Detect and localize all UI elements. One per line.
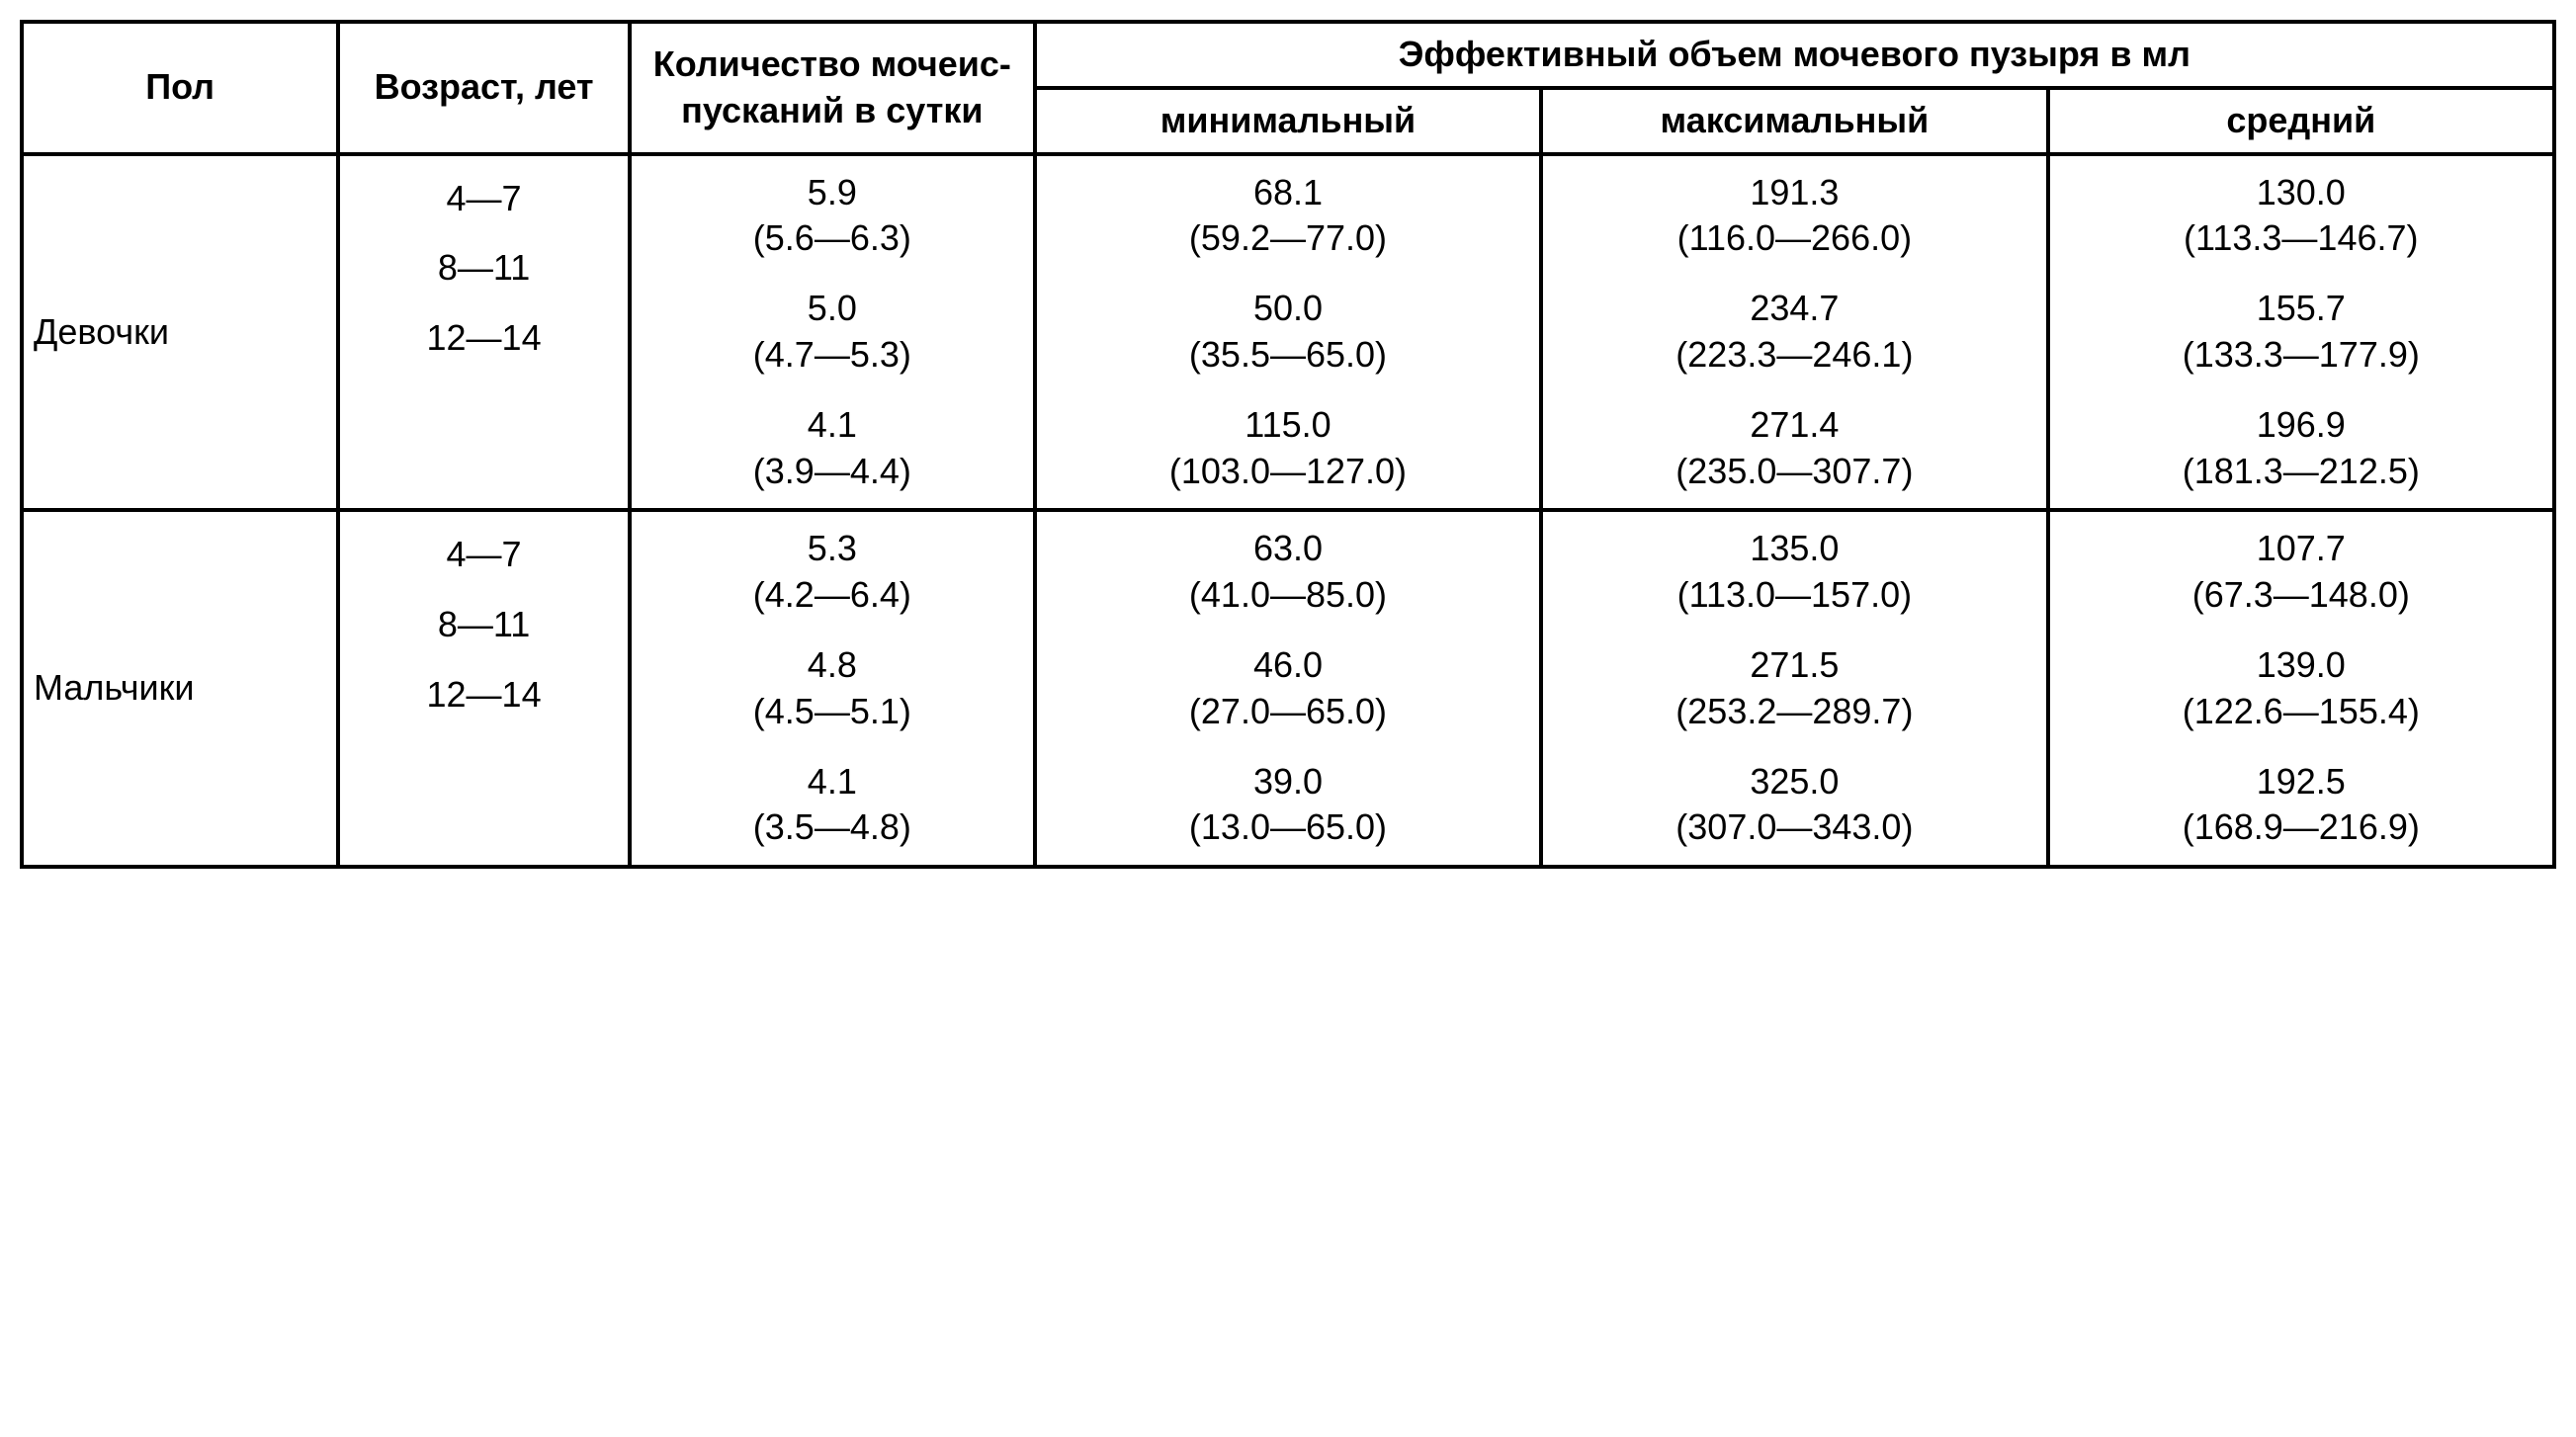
age-cell: 4—7 8—11 12—14 xyxy=(338,510,630,867)
min-cell: 63.0(41.0—85.0) 46.0(27.0—65.0) 39.0(13.… xyxy=(1035,510,1541,867)
age-cell: 4—7 8—11 12—14 xyxy=(338,154,630,511)
bladder-volume-table: Пол Возраст, лет Количество мочеис­пуска… xyxy=(20,20,2556,869)
max-cell: 191.3(116.0—266.0) 234.7(223.3—246.1) 27… xyxy=(1541,154,2047,511)
header-volume-group: Эффективный объем мочевого пузыря в мл xyxy=(1035,22,2554,88)
avg-cell: 130.0(113.3—146.7) 155.7(133.3—177.9) 19… xyxy=(2048,154,2554,511)
max-cell: 135.0(113.0—157.0) 271.5(253.2—289.7) 32… xyxy=(1541,510,2047,867)
header-max: максимальный xyxy=(1541,88,2047,154)
avg-cell: 107.7(67.3—148.0) 139.0(122.6—155.4) 192… xyxy=(2048,510,2554,867)
table-row: Мальчики 4—7 8—11 12—14 5.3(4.2—6.4) 4.8… xyxy=(22,510,2554,867)
gender-cell: Девочки xyxy=(22,154,338,511)
freq-cell: 5.9(5.6—6.3) 5.0(4.7—5.3) 4.1(3.9—4.4) xyxy=(630,154,1035,511)
gender-cell: Мальчики xyxy=(22,510,338,867)
header-gender: Пол xyxy=(22,22,338,154)
freq-cell: 5.3(4.2—6.4) 4.8(4.5—5.1) 4.1(3.5—4.8) xyxy=(630,510,1035,867)
table-row: Девочки 4—7 8—11 12—14 5.9(5.6—6.3) 5.0(… xyxy=(22,154,2554,511)
header-age: Возраст, лет xyxy=(338,22,630,154)
header-frequency: Количество мочеис­пусканий в сутки xyxy=(630,22,1035,154)
min-cell: 68.1(59.2—77.0) 50.0(35.5—65.0) 115.0(10… xyxy=(1035,154,1541,511)
header-min: минимальный xyxy=(1035,88,1541,154)
header-avg: средний xyxy=(2048,88,2554,154)
